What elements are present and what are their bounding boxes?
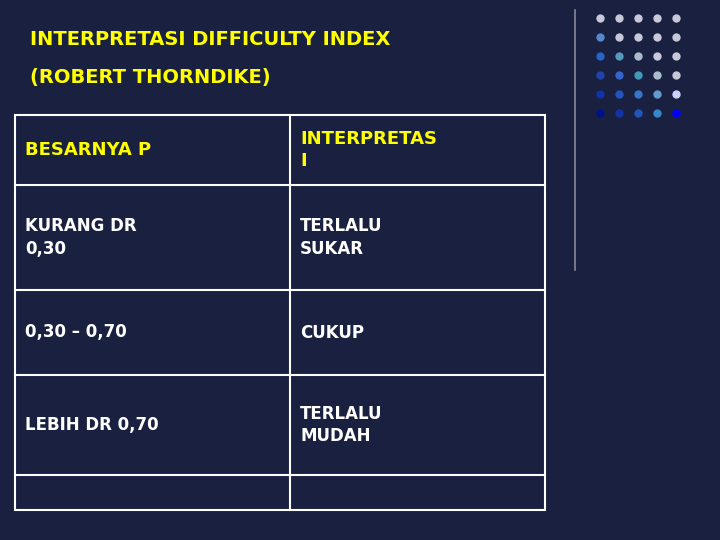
Text: INTERPRETASI DIFFICULTY INDEX: INTERPRETASI DIFFICULTY INDEX — [30, 30, 390, 49]
Text: TERLALU
MUDAH: TERLALU MUDAH — [300, 405, 382, 445]
Text: LEBIH DR 0,70: LEBIH DR 0,70 — [25, 416, 158, 434]
Text: BESARNYA P: BESARNYA P — [25, 141, 151, 159]
Text: CUKUP: CUKUP — [300, 323, 364, 341]
Bar — [15, 115, 545, 510]
Text: (ROBERT THORNDIKE): (ROBERT THORNDIKE) — [30, 68, 271, 87]
Text: INTERPRETAS
I: INTERPRETAS I — [300, 130, 437, 170]
Text: TERLALU
SUKAR: TERLALU SUKAR — [300, 218, 382, 258]
Text: KURANG DR
0,30: KURANG DR 0,30 — [25, 218, 137, 258]
Text: 0,30 – 0,70: 0,30 – 0,70 — [25, 323, 127, 341]
